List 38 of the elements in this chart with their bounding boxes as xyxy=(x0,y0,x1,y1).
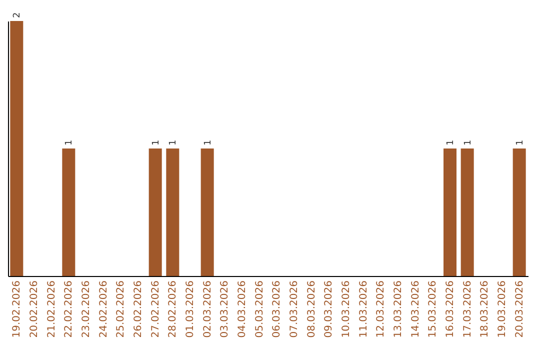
x-tick-label: 21.02.2026 xyxy=(46,280,58,338)
x-tick-label: 20.03.2026 xyxy=(514,280,526,338)
data-label: 1 xyxy=(151,140,162,146)
x-tick-label: 05.03.2026 xyxy=(254,280,266,338)
x-tick-label: 17.03.2026 xyxy=(462,280,474,338)
x-tick-label: 15.03.2026 xyxy=(428,280,439,338)
x-tick-label: 08.03.2026 xyxy=(306,280,318,338)
x-tick-label: 27.02.2026 xyxy=(150,280,162,338)
x-tick-label: 01.03.2026 xyxy=(185,280,196,338)
x-tick-label: 28.02.2026 xyxy=(168,280,179,338)
data-label: 1 xyxy=(463,140,474,146)
data-label: 1 xyxy=(446,140,456,146)
x-tick-label: 09.03.2026 xyxy=(324,280,335,338)
x-tick-label: 20.02.2026 xyxy=(29,280,40,338)
data-label: 1 xyxy=(203,140,214,146)
x-tick-label: 14.03.2026 xyxy=(410,280,422,338)
x-tick-label: 18.03.2026 xyxy=(480,280,491,338)
x-tick-label: 12.03.2026 xyxy=(376,280,387,338)
data-label: 2 xyxy=(12,12,23,18)
x-tick-label: 24.02.2026 xyxy=(98,280,110,338)
x-tick-label: 03.03.2026 xyxy=(220,280,231,338)
x-tick-label: 19.02.2026 xyxy=(12,280,23,338)
x-tick-label: 22.02.2026 xyxy=(64,280,75,338)
x-tick-label: 02.03.2026 xyxy=(202,280,214,338)
x-tick-label: 11.03.2026 xyxy=(358,280,370,338)
x-tick-label: 10.03.2026 xyxy=(341,280,352,338)
x-tick-label: 19.03.2026 xyxy=(497,280,508,338)
x-tick-label: 06.03.2026 xyxy=(272,280,283,338)
x-tick-label: 25.02.2026 xyxy=(116,280,127,338)
data-label: 1 xyxy=(168,140,179,146)
x-tick-label: 23.02.2026 xyxy=(81,280,92,338)
data-label: 1 xyxy=(515,140,526,146)
x-tick-label: 13.03.2026 xyxy=(393,280,404,338)
x-tick-label: 04.03.2026 xyxy=(237,280,248,338)
x-tick-label: 26.02.2026 xyxy=(133,280,144,338)
data-label: 1 xyxy=(64,140,75,146)
x-tick-label: 07.03.2026 xyxy=(289,280,300,338)
x-tick-label: 16.03.2026 xyxy=(445,280,456,338)
